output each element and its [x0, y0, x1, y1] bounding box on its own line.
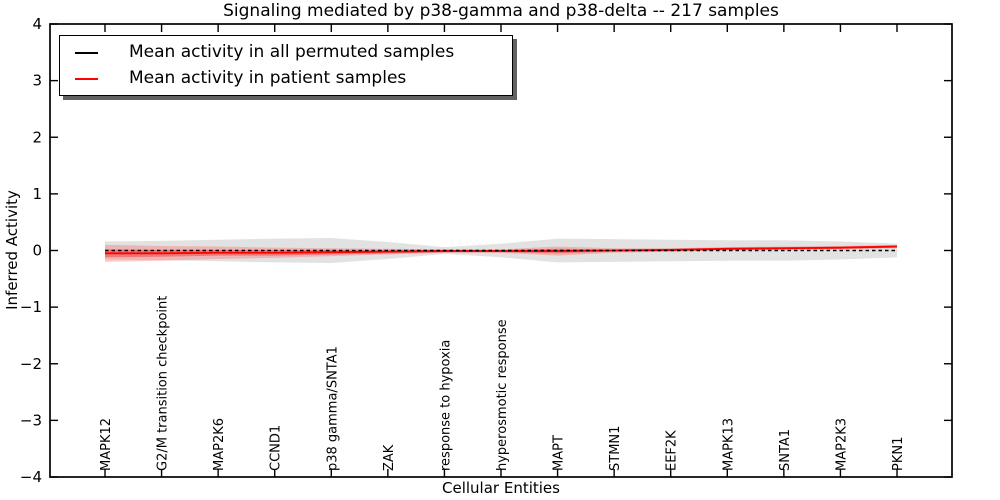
- legend: Mean activity in all permuted samples Me…: [59, 35, 513, 96]
- y-tick-label: −4: [20, 468, 42, 486]
- x-tick-label: ZAK: [382, 444, 397, 471]
- permuted-line-swatch: [75, 51, 98, 54]
- x-tick-label: MAPK13: [721, 418, 736, 471]
- y-tick-label: 0: [32, 242, 42, 260]
- x-tick-label: p38 gamma/SNTA1: [325, 346, 340, 471]
- x-tick-label: MAP2K3: [834, 418, 849, 471]
- patient-line-swatch: [75, 77, 98, 80]
- x-tick-label: G2/M transition checkpoint: [156, 296, 171, 471]
- x-tick-label: CCND1: [269, 425, 284, 471]
- y-tick-label: 3: [32, 72, 42, 90]
- y-tick-label: −2: [20, 355, 42, 373]
- y-tick-label: −3: [20, 411, 42, 429]
- x-tick-label: hyperosmotic response: [495, 319, 510, 471]
- legend-label-patient: Mean activity in patient samples: [129, 68, 407, 88]
- y-tick-label: 4: [32, 15, 42, 33]
- y-tick-label: 1: [32, 185, 42, 203]
- x-tick-label: STMN1: [608, 426, 623, 471]
- x-tick-label: SNTA1: [778, 429, 793, 471]
- legend-item-permuted: Mean activity in all permuted samples: [60, 44, 512, 61]
- y-tick-label: 2: [32, 128, 42, 146]
- x-tick-label: MAPT: [552, 435, 567, 471]
- series-line-patient-mean: [105, 245, 898, 255]
- chart-title: Signaling mediated by p38-gamma and p38-…: [223, 1, 779, 21]
- legend-label-permuted: Mean activity in all permuted samples: [129, 42, 455, 62]
- x-axis-label: Cellular Entities: [442, 479, 560, 497]
- x-tick-label: PKN1: [891, 437, 906, 471]
- x-tick-label: response to hypoxia: [438, 340, 453, 471]
- x-tick-label: MAPK12: [99, 418, 114, 471]
- y-axis-label: Inferred Activity: [3, 190, 21, 310]
- y-tick-label: −1: [20, 298, 42, 316]
- x-tick-label: MAP2K6: [212, 418, 227, 471]
- legend-item-patient: Mean activity in patient samples: [60, 70, 512, 87]
- x-tick-label: EEF2K: [665, 430, 680, 471]
